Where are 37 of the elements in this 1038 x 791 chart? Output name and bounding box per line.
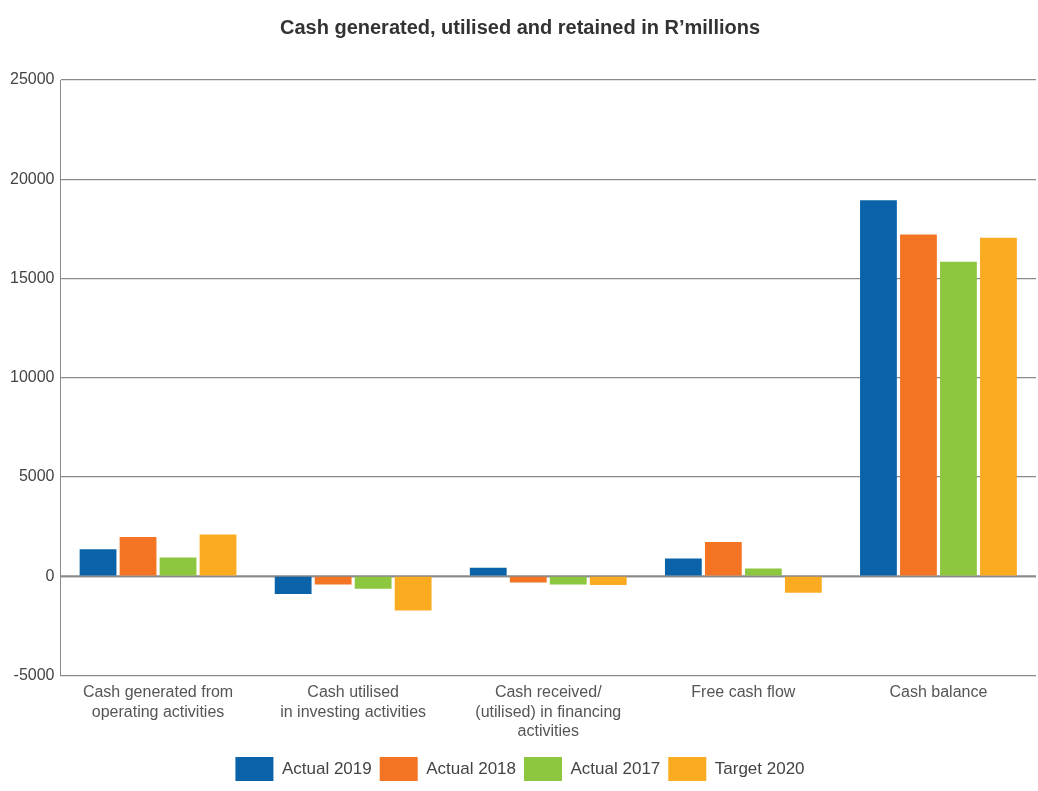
bar — [394, 576, 432, 611]
bar — [199, 534, 237, 576]
y-tick-label: 15000 — [9, 268, 55, 286]
chart-title: Cash generated, utilised and retained in R’millions — [279, 15, 761, 38]
bar — [79, 549, 117, 576]
bar — [784, 576, 822, 593]
bar — [860, 200, 897, 576]
y-tick-label: -5000 — [13, 665, 55, 683]
x-tick-label: Cash balance — [889, 683, 988, 701]
y-tick-label: 0 — [45, 566, 55, 584]
bar — [549, 576, 587, 585]
legend-label: Actual 2019 — [281, 758, 372, 778]
bar — [159, 557, 197, 576]
y-tick-label: 5000 — [18, 467, 55, 485]
legend-label: Target 2020 — [714, 758, 805, 778]
y-tick-label: 25000 — [9, 70, 55, 88]
legend-label: Actual 2018 — [426, 758, 517, 778]
bar — [469, 567, 507, 576]
bar — [744, 568, 782, 576]
x-tick-label: Free cash flow — [691, 683, 796, 701]
bar — [274, 576, 312, 595]
y-tick-label: 10000 — [9, 368, 55, 386]
bar — [704, 542, 742, 576]
bar — [509, 576, 547, 583]
bar — [940, 261, 977, 576]
bar — [664, 558, 702, 576]
bar — [980, 237, 1017, 576]
x-tick-label: Cash generated from operating activities — [82, 683, 234, 720]
bar — [589, 576, 627, 585]
bar — [119, 537, 157, 576]
bar — [900, 234, 937, 576]
y-tick-label: 20000 — [9, 169, 55, 187]
x-tick-label: Cash utilised in investing activities — [280, 683, 427, 720]
bar — [354, 576, 392, 589]
bar — [314, 576, 352, 585]
legend-label: Actual 2017 — [570, 758, 661, 778]
x-tick-label: Cash received/ (utilised) in financing activities — [475, 683, 622, 739]
